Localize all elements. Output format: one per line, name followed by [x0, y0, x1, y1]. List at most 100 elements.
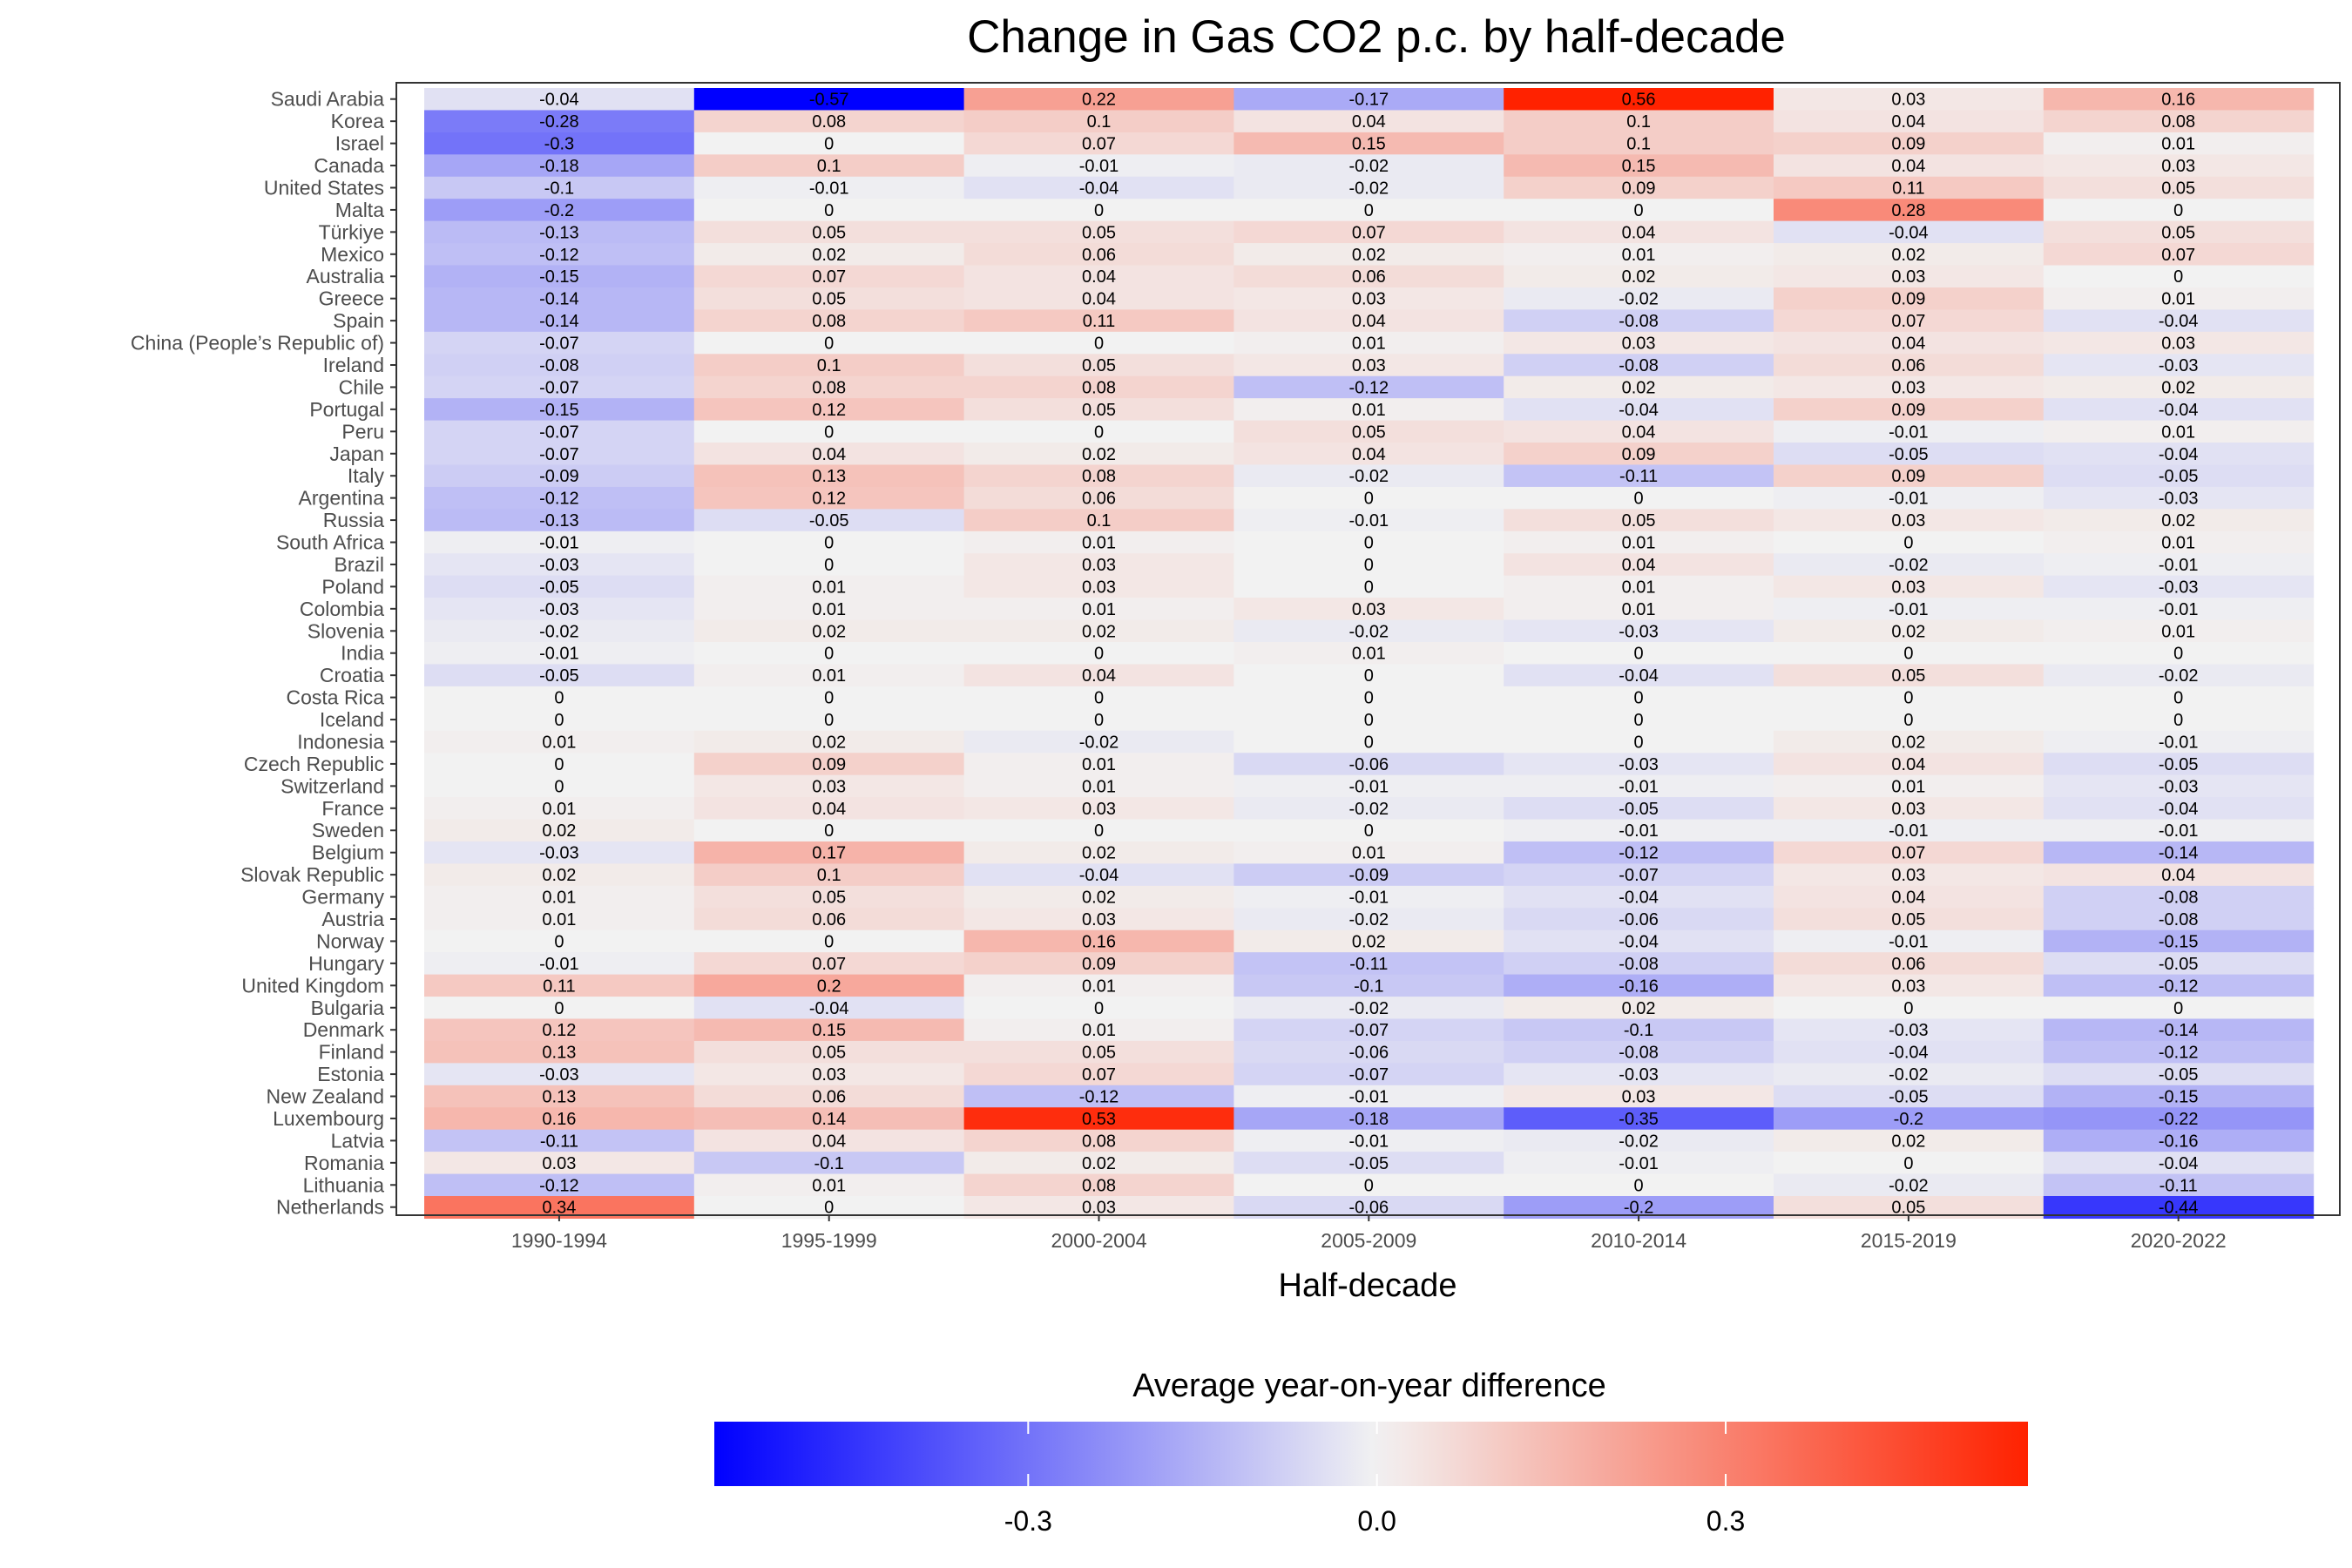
cell-value-label: -0.28	[539, 112, 579, 132]
cell-value-label: -0.22	[2159, 1110, 2199, 1129]
y-tick-label: Iceland	[320, 708, 384, 731]
cell-value-label: -0.13	[539, 511, 579, 531]
cell-value-label: -0.03	[2159, 356, 2199, 375]
cell-value-label: -0.06	[1349, 1199, 1389, 1218]
cell-value-label: 0	[824, 932, 834, 951]
heatmap-cell	[2043, 331, 2315, 355]
heatmap-cell	[424, 1152, 695, 1175]
heatmap-cell	[693, 908, 965, 931]
cell-value-label: 0.09	[1622, 445, 1656, 464]
cell-value-label: 0.01	[812, 666, 846, 686]
cell-value-label: -0.04	[1079, 179, 1119, 198]
cell-value-label: -0.03	[2159, 777, 2199, 796]
cell-value-label: -0.03	[1889, 1021, 1929, 1040]
y-tick-label: Denmark	[303, 1018, 385, 1041]
heatmap-cell	[693, 753, 965, 776]
heatmap-cell	[424, 509, 695, 532]
heatmap-cell	[963, 997, 1234, 1020]
heatmap-cell	[1774, 110, 2044, 133]
heatmap-cell	[424, 952, 695, 976]
y-tick-label: Germany	[301, 886, 384, 909]
heatmap-cell	[1504, 243, 1774, 267]
heatmap-cell	[1233, 176, 1504, 199]
y-tick-label: Ireland	[323, 354, 384, 376]
heatmap-cell	[1233, 199, 1504, 222]
heatmap-cell	[693, 1152, 965, 1175]
cell-value-label: -0.01	[1619, 1154, 1659, 1173]
heatmap-cell	[963, 708, 1234, 732]
cell-value-label: -0.02	[1349, 467, 1389, 486]
heatmap-cell	[963, 154, 1234, 178]
heatmap-cell	[424, 176, 695, 199]
heatmap-cell	[963, 797, 1234, 821]
heatmap-cell	[1233, 132, 1504, 155]
cell-value-label: -0.09	[1349, 866, 1389, 885]
cell-value-label: -0.11	[1619, 467, 1658, 486]
cell-value-label: 0.09	[1082, 955, 1116, 974]
cell-value-label: -0.1	[1354, 977, 1383, 996]
cell-value-label: 0.02	[1352, 246, 1386, 265]
chart-title: Change in Gas CO2 p.c. by half-decade	[967, 11, 1786, 63]
heatmap-cell	[1774, 974, 2044, 997]
heatmap-cell	[2043, 486, 2315, 510]
heatmap-cell	[1504, 885, 1774, 909]
cell-value-label: 0.03	[1082, 578, 1116, 597]
heatmap-cell	[963, 885, 1234, 909]
cell-value-label: 0.04	[2161, 866, 2195, 885]
cell-value-label: -0.16	[1619, 977, 1659, 996]
cell-value-label: 0.05	[812, 290, 846, 309]
heatmap-cell	[1504, 331, 1774, 355]
heatmap-cell	[963, 974, 1234, 997]
heatmap-cell	[1774, 929, 2044, 953]
y-tick-label: Russia	[323, 509, 385, 531]
y-tick-label: Chile	[339, 375, 384, 398]
cell-value-label: -0.14	[2159, 1021, 2199, 1040]
cell-value-label: -0.05	[539, 666, 579, 686]
cell-value-label: 0	[554, 755, 564, 774]
heatmap-cell	[693, 774, 965, 798]
cell-value-label: -0.35	[1619, 1110, 1659, 1129]
heatmap-cell	[693, 287, 965, 310]
heatmap-cell	[2043, 841, 2315, 864]
heatmap-cell	[1774, 531, 2044, 554]
heatmap-cell	[693, 243, 965, 267]
cell-value-label: 0	[824, 711, 834, 730]
cell-value-label: 0	[1094, 711, 1104, 730]
cell-value-label: 0.02	[2161, 378, 2195, 397]
heatmap-cell	[424, 664, 695, 687]
heatmap-cell	[1233, 619, 1504, 643]
heatmap-cell	[1774, 1085, 2044, 1108]
heatmap-cell	[1233, 819, 1504, 842]
heatmap-cell	[424, 354, 695, 377]
heatmap-cell	[424, 486, 695, 510]
heatmap-cell	[424, 398, 695, 422]
cell-value-label: 0.08	[1082, 1176, 1116, 1195]
cell-value-label: -0.18	[1349, 1110, 1389, 1129]
heatmap-cell	[693, 132, 965, 155]
cell-value-label: 0.02	[542, 821, 576, 841]
heatmap-cell	[2043, 1040, 2315, 1064]
heatmap-cell	[1233, 110, 1504, 133]
heatmap-cell	[1504, 1129, 1774, 1152]
cell-value-label: 0.16	[1082, 932, 1116, 951]
heatmap-cell	[693, 354, 965, 377]
heatmap-cell	[693, 1063, 965, 1086]
x-tick-label: 1995-1999	[781, 1229, 877, 1252]
cell-value-label: -0.04	[1079, 866, 1119, 885]
cell-value-label: 0.03	[1891, 511, 1925, 531]
cell-value-label: 0.05	[1891, 910, 1925, 929]
cell-value-label: 0	[1364, 556, 1374, 575]
cell-value-label: 0.53	[1082, 1110, 1116, 1129]
cell-value-label: -0.05	[2159, 755, 2199, 774]
cell-value-label: -0.02	[1349, 910, 1389, 929]
cell-value-label: 0.15	[1352, 135, 1386, 154]
cell-value-label: -0.01	[2159, 821, 2199, 841]
cell-value-label: 0.01	[1082, 977, 1116, 996]
heatmap-cell	[1233, 708, 1504, 732]
cell-value-label: 0.03	[812, 777, 846, 796]
cell-value-label: -0.03	[1619, 755, 1659, 774]
heatmap-cell	[1504, 443, 1774, 466]
y-tick-label: Poland	[321, 575, 384, 598]
cell-value-label: 0	[824, 422, 834, 442]
